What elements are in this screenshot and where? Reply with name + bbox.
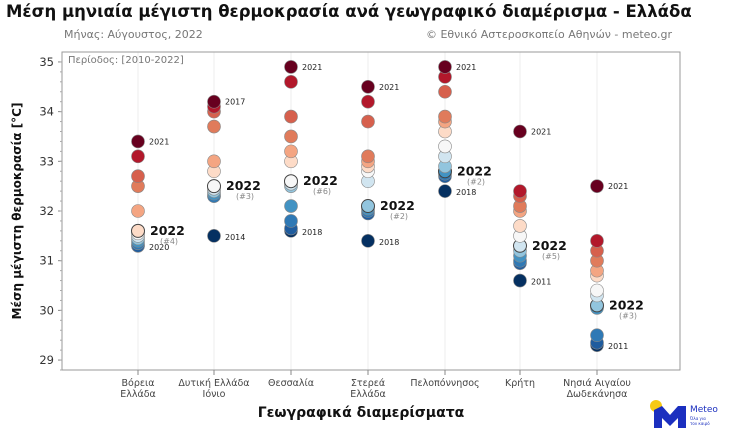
data-point [513,124,527,139]
x-tick-label: Δωδεκάνησα [567,389,628,400]
max-year-label: 2017 [225,98,245,107]
max-year-label: 2021 [608,182,628,191]
x-tick-label: Πελοπόννησος [410,378,479,389]
data-point [207,229,221,243]
x-axis-label: Γεωγραφικά διαμερίσματα [258,405,465,421]
data-point [284,129,298,144]
data-point [438,109,452,124]
data-point [438,84,452,99]
data-point [361,234,375,248]
period-label: Περίοδος: [2010-2022] [68,54,184,66]
data-point [513,273,527,288]
min-year-label: 2018 [302,228,322,237]
x-tick-label: Στερεά [351,378,385,389]
label-2022: 2022 [226,178,261,193]
x-tick-label: Δυτική Ελλάδα [178,378,249,389]
label-2022: 2022 [380,198,415,213]
max-year-label: 2021 [456,63,476,72]
data-point [207,179,221,194]
data-point [438,139,452,154]
x-tick-label: Νησιά Αιγαίου [563,378,631,389]
label-2022: 2022 [303,173,338,188]
rank-2022-label: (#2) [390,212,408,221]
min-year-label: 2011 [531,278,551,287]
y-tick-label: 31 [39,254,54,268]
min-year-label: 2020 [149,243,169,252]
label-2022: 2022 [457,163,492,178]
y-tick-label: 29 [39,353,54,367]
data-point [284,75,298,89]
data-point [131,223,145,238]
data-point [131,134,145,149]
data-point [284,144,298,159]
x-tick-label: Θεσσαλία [268,378,314,389]
y-tick-label: 34 [39,105,54,119]
data-point [590,328,604,343]
y-tick-label: 33 [39,154,54,168]
data-point [438,184,452,198]
label-2022: 2022 [150,223,185,238]
data-point [590,234,604,248]
y-axis-label: Μέση μέγιστη θερμοκρασία [°C] [10,103,24,320]
data-point [361,114,375,129]
meteo-logo-icon: Meteo Όλα για τον καιρό [650,400,718,428]
min-year-label: 2018 [456,188,476,197]
data-point [590,283,604,298]
x-tick-label: Ιόνιο [203,389,226,400]
data-point [207,94,221,109]
data-point [284,174,298,189]
rank-2022-label: (#6) [313,187,331,196]
max-year-label: 2021 [149,137,169,146]
data-point [284,214,298,228]
max-year-label: 2021 [302,63,322,72]
data-point [361,79,375,94]
rank-2022-label: (#3) [619,311,637,320]
chart-credit: © Εθνικό Αστεροσκοπείο Αθηνών - meteo.gr [425,28,672,41]
data-point [284,199,298,213]
rank-2022-label: (#2) [467,177,485,186]
data-point [284,60,298,74]
data-point [284,109,298,124]
max-year-label: 2021 [379,83,399,92]
min-year-label: 2014 [225,233,245,242]
svg-text:τον καιρό: τον καιρό [690,421,710,426]
chart-subtitle-month: Μήνας: Αύγουστος, 2022 [64,28,203,41]
chart-title: Μέση μηνιαία μέγιστη θερμοκρασία ανά γεω… [6,2,692,21]
data-point [361,199,375,214]
data-point [361,149,375,164]
data-point [438,60,452,74]
data-point [590,179,604,193]
data-point [131,149,145,164]
y-tick-label: 30 [39,303,54,317]
data-point [207,119,221,134]
rank-2022-label: (#4) [160,237,178,246]
max-year-label: 2021 [531,128,551,137]
y-tick-label: 32 [39,204,54,218]
svg-text:Όλα για: Όλα για [689,416,706,421]
meteo-logo: Meteo Όλα για τον καιρό [648,398,728,430]
data-point [131,169,145,184]
x-tick-label: Βόρεια [122,378,155,389]
label-2022: 2022 [609,297,644,312]
rank-2022-label: (#5) [542,252,560,261]
label-2022: 2022 [532,238,567,253]
x-tick-label: Ελλάδα [350,389,386,400]
min-year-label: 2011 [608,342,628,351]
svg-text:Meteo: Meteo [690,405,718,415]
rank-2022-label: (#3) [236,192,254,201]
x-tick-label: Κρήτη [505,378,535,389]
y-tick-label: 35 [39,55,54,69]
data-point [513,184,527,198]
data-point [361,94,375,109]
data-point [207,154,221,169]
data-point [513,219,527,233]
data-point [131,204,145,218]
x-tick-label: Ελλάδα [120,389,156,400]
min-year-label: 2018 [379,238,399,247]
